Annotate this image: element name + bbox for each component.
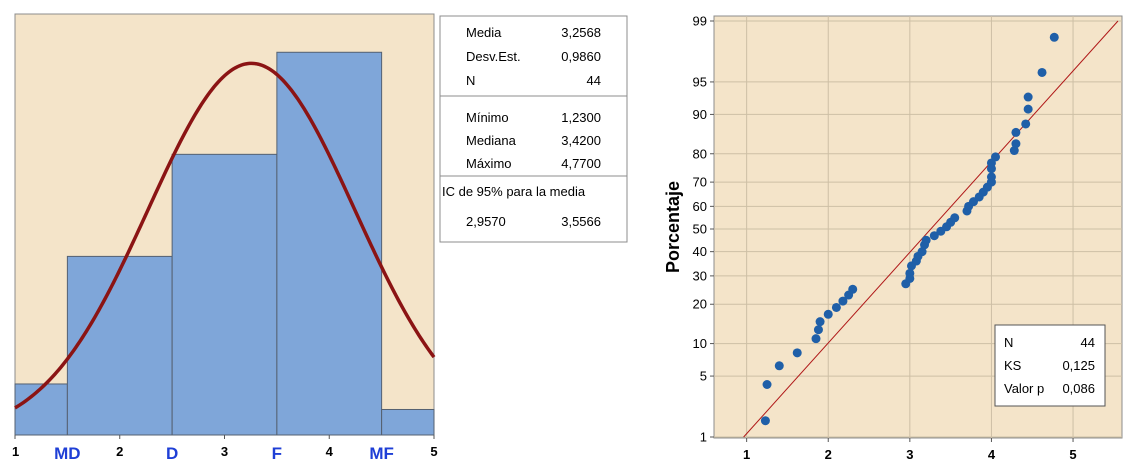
category-label: F: [272, 444, 282, 463]
ci-title: IC de 95% para la media: [442, 184, 586, 199]
x-tick-label: 5: [1069, 447, 1076, 462]
data-point: [760, 416, 770, 426]
data-point: [1011, 127, 1021, 137]
y-tick-label: 60: [693, 199, 707, 214]
x-tick-label: 2: [825, 447, 832, 462]
stat-value-median: 3,4200: [561, 133, 601, 148]
data-point: [823, 309, 833, 319]
stat-label-max: Máximo: [466, 156, 512, 171]
data-point: [792, 348, 802, 358]
data-point: [838, 296, 848, 306]
stat-value-max: 4,7700: [561, 156, 601, 171]
data-point: [921, 235, 931, 245]
probability-x-ticks: 1 2 3 4 5: [743, 438, 1077, 462]
category-label: MF: [369, 444, 394, 463]
fit-line: [743, 20, 1119, 438]
y-tick-label: 30: [693, 268, 707, 283]
y-tick-label: 20: [693, 297, 707, 312]
stat-label-media: Media: [466, 25, 502, 40]
y-tick-label: 80: [693, 146, 707, 161]
histogram-bar: [14, 383, 68, 436]
normal-curve: [14, 61, 436, 410]
y-tick-label: 1: [700, 430, 707, 445]
histogram-bar: [276, 51, 383, 436]
data-point: [1009, 146, 1019, 156]
y-axis-title: Porcentaje: [663, 181, 683, 273]
category-label: MD: [54, 444, 80, 463]
fit-legend: N 44 KS 0,125 Valor p 0,086: [994, 324, 1106, 407]
legend-value-pvalue: 0,086: [1062, 381, 1095, 396]
stat-label-stdev: Desv.Est.: [466, 49, 521, 64]
data-point: [811, 334, 821, 344]
stat-label-median: Mediana: [466, 133, 517, 148]
legend-box: [994, 324, 1106, 407]
histogram-x-tick-label: 4: [326, 444, 334, 459]
data-point: [848, 284, 858, 294]
y-tick-label: 50: [693, 222, 707, 237]
data-point: [1021, 119, 1031, 129]
data-points: [760, 32, 1059, 426]
data-point: [986, 172, 996, 182]
y-tick-label: 70: [693, 175, 707, 190]
histogram-x-ticks: 1 2 3 4 5: [12, 435, 438, 459]
histogram-x-tick-label: 1: [12, 444, 19, 459]
stat-label-min: Mínimo: [466, 110, 509, 125]
y-tick-label: 10: [693, 336, 707, 351]
data-point: [917, 247, 927, 257]
legend-value-ks: 0,125: [1062, 358, 1095, 373]
data-point: [813, 325, 823, 335]
y-tick-label: 90: [693, 107, 707, 122]
y-tick-label: 5: [700, 369, 707, 384]
data-point: [929, 231, 939, 241]
x-tick-label: 1: [743, 447, 750, 462]
data-point: [1011, 139, 1021, 149]
probability-grid: [714, 16, 1122, 438]
histogram-category-labels: MD D F MF: [54, 444, 394, 463]
stat-value-media: 3,2568: [561, 25, 601, 40]
data-point: [815, 317, 825, 327]
legend-label-ks: KS: [1004, 358, 1022, 373]
y-tick-label: 99: [693, 14, 707, 29]
histogram-bar: [171, 153, 278, 436]
stat-value-stdev: 0,9860: [561, 49, 601, 64]
data-point: [1023, 104, 1033, 114]
data-point: [1049, 32, 1059, 42]
histogram-bar: [381, 408, 435, 436]
legend-label-pvalue: Valor p: [1004, 381, 1044, 396]
histogram-x-tick-label: 2: [116, 444, 123, 459]
histogram-chart: 1 2 3 4 5 MD D F MF: [12, 13, 438, 463]
ci-high: 3,5566: [561, 214, 601, 229]
stat-value-n: 44: [587, 73, 601, 88]
x-tick-label: 3: [906, 447, 913, 462]
data-point: [950, 213, 960, 223]
histogram-x-tick-label: 5: [430, 444, 437, 459]
histogram-x-tick-label: 3: [221, 444, 228, 459]
probability-plot: 1 5 10 20 30 40 50 60 70 80 90 95 99 1 2 3 4 5 Porcentaj…: [663, 14, 1123, 462]
data-point: [831, 302, 841, 312]
histogram-bar: [66, 255, 173, 436]
legend-value-n: 44: [1081, 335, 1095, 350]
legend-label-n: N: [1004, 335, 1013, 350]
probability-y-ticks: 1 5 10 20 30 40 50 60 70 80 90 95 99: [693, 14, 714, 445]
data-point: [1023, 92, 1033, 102]
ci-low: 2,9570: [466, 214, 506, 229]
data-point: [905, 268, 915, 278]
data-point: [1037, 67, 1047, 77]
data-point: [762, 380, 772, 390]
stats-table: Media 3,2568 Desv.Est. 0,9860 N 44 Mínim…: [439, 15, 628, 243]
y-tick-label: 40: [693, 244, 707, 259]
stats-box: [439, 15, 628, 243]
stat-value-min: 1,2300: [561, 110, 601, 125]
histogram-bars: [14, 51, 435, 436]
data-point: [991, 152, 1001, 162]
x-tick-label: 4: [988, 447, 996, 462]
y-tick-label: 95: [693, 74, 707, 89]
data-point: [774, 361, 784, 371]
stat-label-n: N: [466, 73, 475, 88]
category-label: D: [166, 444, 178, 463]
